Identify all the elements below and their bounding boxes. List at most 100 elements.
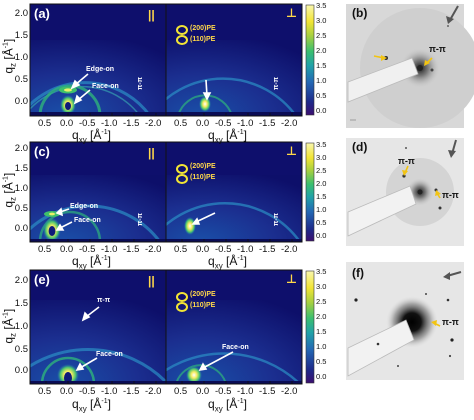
y-tick: 1.5 [14, 163, 28, 174]
pattern-f [346, 262, 464, 380]
colorbar-tick: 0.0 [316, 372, 327, 381]
parallel-symbol-e: || [148, 274, 155, 288]
annotation-pp-vertical-a: π-π [137, 76, 145, 91]
x-axis-title-e2: qxy [Å-1] [208, 397, 247, 414]
colorbar-tick: 1.0 [316, 205, 327, 214]
x-tick: -2.0 [281, 244, 298, 255]
pattern-b-pp: π-π [429, 44, 446, 54]
x-tick: 0.0 [60, 118, 74, 129]
annotation-pp-e: π-π [97, 297, 111, 304]
annotation-110pe-e: (110)PE [190, 302, 216, 309]
x-tick: -0.5 [215, 386, 232, 397]
x-tick: -1.5 [123, 244, 140, 255]
colorbar-c [305, 142, 315, 242]
x-tick: -1.5 [259, 386, 276, 397]
colorbar-tick: 3.0 [316, 282, 327, 291]
colorbar-e [305, 270, 315, 384]
pattern-d-pp-1: π-π [398, 156, 415, 166]
parallel-symbol-a: || [148, 8, 155, 22]
x-tick: 0.5 [38, 386, 52, 397]
y-tick: 0.0 [14, 365, 28, 376]
annotation-110pe-a: (110)PE [190, 36, 216, 43]
x-tick: -2.0 [281, 386, 298, 397]
y-tick: 0.5 [14, 203, 28, 214]
x-tick: -1.0 [101, 244, 118, 255]
colorbar-tick: 1.0 [316, 342, 327, 351]
panel-label-c: (c) [34, 144, 50, 159]
colorbar-a [305, 4, 315, 116]
perp-symbol-c: ⊥ [286, 144, 297, 158]
y-tick: 1.0 [14, 52, 28, 63]
annotation-arrows [55, 73, 234, 372]
annotation-face-on-e2: Face-on [222, 344, 249, 351]
pattern-d [346, 138, 464, 246]
x-tick: 0.0 [196, 244, 210, 255]
x-tick: -0.5 [215, 118, 232, 129]
x-tick: -1.5 [123, 118, 140, 129]
y-tick: 0.0 [14, 96, 28, 107]
x-tick: 0.5 [38, 118, 52, 129]
x-tick: 0.0 [60, 386, 74, 397]
perp-symbol-e: ⊥ [286, 272, 297, 286]
y-tick: 1.5 [14, 298, 28, 309]
panel-label-a: (a) [34, 6, 50, 21]
x-tick: -2.0 [145, 386, 162, 397]
x-tick: 0.0 [196, 118, 210, 129]
y-tick: 0.5 [14, 74, 28, 85]
colorbar-tick: 1.5 [316, 192, 327, 201]
y-tick: 0.0 [14, 223, 28, 234]
x-tick: -1.5 [259, 244, 276, 255]
annotation-face-on-c: Face-on [74, 217, 101, 224]
tick-marks [45, 113, 293, 384]
colorbar-tick: 1.5 [316, 327, 327, 336]
pattern-b [346, 4, 474, 128]
x-axis-title-a: qxy [Å-1] [72, 128, 111, 145]
x-tick: -1.0 [101, 386, 118, 397]
x-tick: -1.0 [237, 244, 254, 255]
x-tick: -0.5 [79, 244, 96, 255]
colorbar-tick: 3.0 [316, 153, 327, 162]
panel-borders [29, 3, 303, 385]
pattern-d-pp-2: π-π [442, 190, 459, 200]
annotation-face-on-e: Face-on [96, 351, 123, 358]
x-tick: -0.5 [215, 244, 232, 255]
y-tick: 2.0 [14, 143, 28, 154]
colorbar-tick: 2.0 [316, 179, 327, 188]
colorbar-tick: 3.5 [316, 267, 327, 276]
annotation-face-on-a: Face-on [92, 83, 119, 90]
x-tick: -1.0 [101, 118, 118, 129]
y-tick: 1.0 [14, 183, 28, 194]
annotation-110pe-c: (110)PE [190, 174, 216, 181]
colorbar-tick: 2.5 [316, 31, 327, 40]
annotation-pp-vertical-c2: π-π [273, 212, 281, 227]
x-axis-title-c2: qxy [Å-1] [208, 254, 247, 271]
x-axis-title-c: qxy [Å-1] [72, 254, 111, 271]
heatmap-e-perpendicular [166, 270, 302, 384]
heatmap-a-parallel [30, 4, 166, 116]
colorbar-tick: 2.0 [316, 312, 327, 321]
perp-symbol-a: ⊥ [286, 6, 297, 20]
x-tick: -0.5 [79, 118, 96, 129]
x-tick: 0.5 [174, 118, 188, 129]
panel-label-b: (b) [352, 6, 368, 20]
y-tick: 1.5 [14, 30, 28, 41]
panel-label-e: (e) [34, 272, 50, 287]
x-tick: 0.5 [174, 244, 188, 255]
heatmap-a-perpendicular [166, 4, 302, 116]
x-axis-title-a2: qxy [Å-1] [208, 128, 247, 145]
y-tick: 1.0 [14, 321, 28, 332]
x-tick: -2.0 [145, 118, 162, 129]
colorbar-tick: 3.0 [316, 16, 327, 25]
x-tick: -1.0 [237, 118, 254, 129]
colorbar-tick: 0.5 [316, 218, 327, 227]
pattern-f-pp: π-π [442, 317, 459, 327]
x-tick: -1.5 [123, 386, 140, 397]
x-axis-title-e: qxy [Å-1] [72, 397, 111, 414]
annotation-edge-on-a: Edge-on [86, 66, 114, 73]
colorbar-tick: 2.0 [316, 46, 327, 55]
x-tick: -1.5 [259, 118, 276, 129]
colorbar-tick: 3.5 [316, 140, 327, 149]
annotation-200pe-c: (200)PE [190, 163, 216, 170]
x-tick: 0.5 [174, 386, 188, 397]
